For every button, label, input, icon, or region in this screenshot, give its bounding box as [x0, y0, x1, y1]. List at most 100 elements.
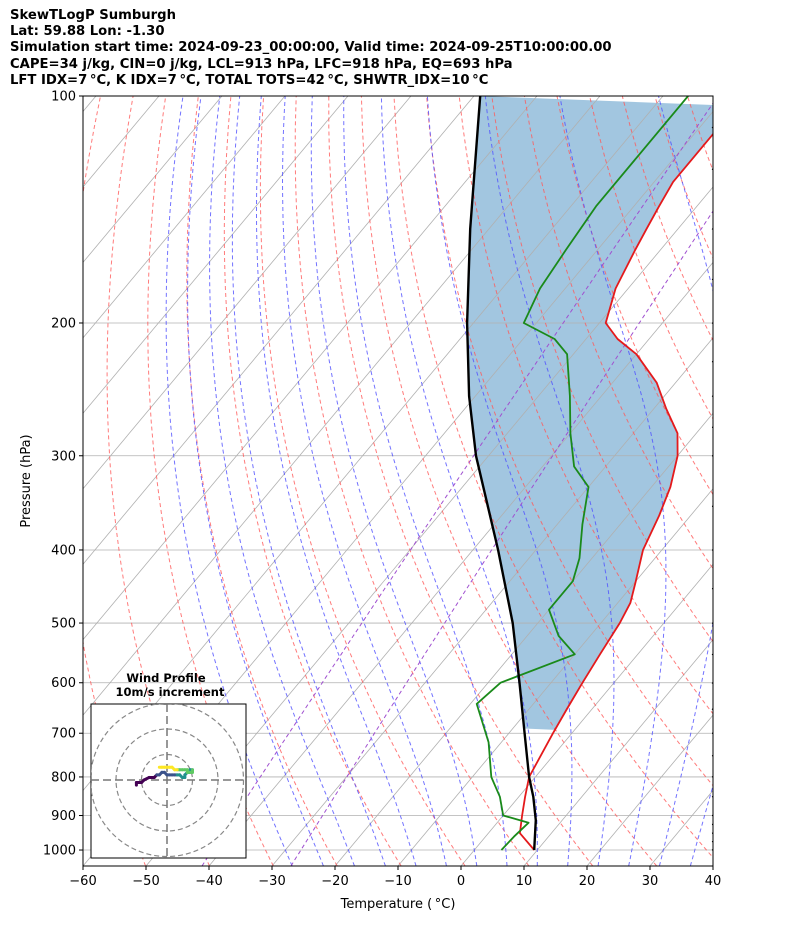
isotherm-line	[586, 714, 713, 866]
wind-barb	[711, 549, 713, 551]
station-title: SkewTLogP Sumburgh	[10, 8, 176, 23]
isotherm-line	[83, 96, 601, 716]
isotherm-line	[397, 488, 713, 866]
moist-adiabat-line	[281, 96, 447, 866]
x-tick-label: 40	[705, 874, 722, 889]
wind-barb	[711, 755, 713, 757]
sounding-profiles	[465, 96, 713, 851]
dry-adiabat-line	[328, 96, 594, 866]
moist-adiabat-line	[256, 96, 417, 866]
moist-adiabat-line	[165, 96, 293, 866]
isotherm-line	[712, 865, 713, 866]
dry-adiabat-line	[720, 96, 794, 866]
x-axis-ticks: −60 −50 −40 −30 −20 −10 0 10 20 30 40	[69, 866, 721, 889]
isotherm-line	[523, 639, 713, 866]
simulation-times: Simulation start time: 2024-09-23_00:00:…	[10, 40, 612, 56]
stability-indices-1: CAPE=34 j/kg, CIN=0 j/kg, LCL=913 hPa, L…	[10, 56, 513, 72]
y-axis-label: Pressure (hPa)	[19, 434, 34, 527]
dry-adiabat-line	[426, 96, 713, 787]
wind-barb	[711, 395, 713, 397]
x-tick-label: 10	[516, 874, 533, 889]
wind-barb	[711, 823, 713, 826]
dry-adiabat-line	[589, 96, 713, 420]
temperature-profile-line	[519, 132, 713, 851]
wind-barb	[711, 622, 713, 624]
x-tick-label: −60	[69, 874, 96, 889]
hodograph-plot	[91, 704, 246, 858]
x-tick-label: −40	[195, 874, 222, 889]
wind-barb	[711, 832, 713, 834]
dry-adiabat-line	[523, 96, 713, 570]
y-tick-label: 900	[51, 809, 76, 824]
x-tick-label: 20	[579, 874, 596, 889]
wind-barb	[711, 814, 713, 817]
x-tick-label: −30	[258, 874, 285, 889]
isotherm-line	[83, 96, 475, 565]
moist-adiabat-line	[559, 96, 667, 866]
wind-barb	[711, 849, 713, 851]
y-tick-label: 700	[51, 727, 76, 742]
cape-fill	[467, 96, 713, 730]
dry-adiabat-line	[654, 96, 713, 260]
dry-adiabat-line	[556, 96, 713, 496]
hodograph-title: Wind Profile	[126, 671, 206, 685]
wind-barb	[711, 426, 713, 429]
x-tick-label: −10	[384, 874, 411, 889]
x-tick-label: 30	[642, 874, 659, 889]
isotherm-line	[83, 96, 412, 490]
dry-adiabat-line	[393, 96, 713, 859]
isotherm-line	[334, 412, 713, 866]
y-tick-label: 200	[51, 316, 76, 331]
isotherm-line	[83, 96, 97, 113]
moist-adiabat-line	[231, 96, 386, 866]
x-tick-label: −20	[321, 874, 348, 889]
isotherm-line	[271, 337, 713, 866]
wind-barb	[711, 360, 713, 363]
cape-area	[467, 96, 713, 730]
moist-adiabats	[165, 96, 713, 866]
moist-adiabat-line	[689, 783, 713, 866]
y-tick-label: 300	[51, 449, 76, 464]
wind-barb	[711, 653, 713, 656]
dry-adiabat-line	[687, 96, 713, 172]
stability-indices-2: LFT IDX=7 °C, K IDX=7 °C, TOTAL TOTS=42 …	[10, 72, 489, 88]
dry-adiabat-line	[753, 96, 794, 866]
moist-adiabat-line	[209, 96, 355, 866]
dry-adiabat-line	[147, 96, 274, 866]
hodograph-background	[90, 703, 247, 859]
wind-barb	[711, 708, 713, 711]
y-tick-label: 400	[51, 543, 76, 558]
parcel-profile-line	[465, 96, 537, 851]
moist-adiabat-line	[310, 96, 478, 866]
isotherm-line	[145, 186, 713, 866]
wind-barb	[711, 278, 713, 281]
wind-barb	[711, 168, 713, 171]
moist-adiabat-line	[484, 96, 615, 866]
dry-adiabat-line	[458, 96, 713, 715]
wind-barb	[711, 228, 713, 230]
dry-adiabat-line	[294, 96, 530, 866]
wind-barb	[711, 795, 713, 798]
mixing-ratio-line	[290, 210, 713, 866]
y-axis-ticks: 1000 900 800 700 600 500 400 300 200 100	[43, 90, 83, 859]
isotherm-line	[83, 96, 538, 641]
moist-adiabat-line	[187, 96, 324, 866]
isotherm-line	[83, 96, 223, 264]
isotherm-line	[83, 96, 286, 339]
y-tick-label: 800	[51, 770, 76, 785]
moist-adiabat-line	[343, 96, 508, 866]
dry-adiabat-line	[785, 96, 794, 866]
dry-adiabat-line	[223, 96, 402, 866]
wind-barb	[711, 322, 713, 324]
wind-barb	[711, 587, 713, 590]
dry-adiabat-line	[259, 96, 466, 866]
isotherm-line	[83, 96, 349, 414]
wind-barb	[711, 126, 713, 129]
moist-adiabat-line	[380, 96, 538, 866]
y-tick-label: 1000	[43, 844, 76, 859]
station-coordinates: Lat: 59.88 Lon: -1.30	[10, 24, 165, 40]
wind-barb	[711, 455, 713, 457]
wind-barb	[711, 775, 713, 778]
isotherm-line	[460, 563, 713, 866]
